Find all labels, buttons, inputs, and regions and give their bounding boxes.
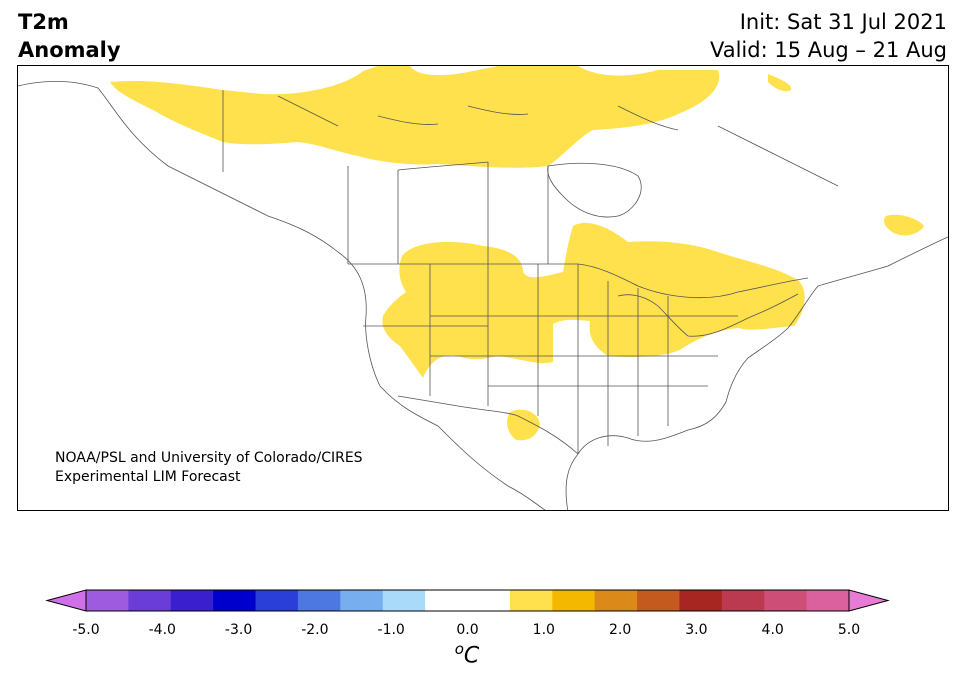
anomaly-texas (507, 409, 540, 441)
map-boundaries (18, 80, 948, 510)
colorbar-tick-label: -4.0 (148, 622, 176, 638)
unit-degree-symbol: o (454, 640, 464, 658)
credit-text: NOAA/PSL and University of Colorado/CIRE… (55, 449, 363, 487)
colorbar-cell (255, 590, 299, 611)
us-canada-border (348, 263, 809, 299)
anomaly-labrador (884, 214, 924, 236)
colorbar-tick-label: -2.0 (301, 622, 329, 638)
colorbar-cell (340, 590, 384, 611)
arctic-islands (277, 95, 839, 187)
colorbar (45, 589, 890, 612)
us-state-lines (363, 264, 738, 454)
colorbar-cell (806, 590, 850, 611)
valid-range: Valid: 15 Aug – 21 Aug (709, 38, 947, 62)
colorbar-cell (764, 590, 808, 611)
colorbar-cell (297, 590, 341, 611)
colorbar-cell (128, 590, 172, 611)
anomaly-baffin (768, 74, 792, 92)
quantity-label: Anomaly (18, 38, 121, 62)
colorbar-cell (594, 590, 638, 611)
date-info: Init: Sat 31 Jul 2021 Valid: 15 Aug – 21… (710, 8, 947, 64)
colorbar-tick-label: -3.0 (224, 622, 253, 638)
colorbar-cell (86, 590, 129, 611)
colorbar-max-arrow (848, 589, 890, 612)
credit-line-2: Experimental LIM Forecast (55, 469, 241, 485)
us-mexico-border (397, 395, 579, 455)
colorbar-cell (170, 590, 214, 611)
colorbar-tick-label: 0.0 (456, 622, 479, 638)
hudson-bay (547, 162, 642, 218)
colorbar-cell (213, 590, 257, 611)
init-date: Init: Sat 31 Jul 2021 (739, 10, 947, 34)
colorbar-cell (679, 590, 723, 611)
colorbar-tick-label: 5.0 (837, 622, 861, 638)
colorbar-cell (637, 590, 680, 611)
warm-anomaly-regions (110, 66, 924, 441)
map-canvas (18, 66, 948, 510)
colorbar-cell (509, 590, 553, 611)
colorbar-tick-label: 4.0 (761, 622, 784, 638)
colorbar-cell (425, 590, 468, 611)
colorbar-min-arrow (45, 589, 87, 612)
colorbar-cell (552, 590, 596, 611)
atlantic-coastline (565, 236, 948, 510)
unit-text: C (463, 643, 480, 669)
canada-province-lines (347, 161, 549, 264)
colorbar-tick-label: 2.0 (608, 622, 632, 638)
colorbar-tick-label: -5.0 (72, 622, 100, 638)
colorbar-cell (721, 590, 765, 611)
anomaly-west-us (382, 222, 805, 378)
colorbar-outline (85, 589, 850, 612)
pacific-coastline (18, 80, 546, 510)
variable-label: T2m (18, 10, 69, 34)
colorbar-cell (382, 590, 426, 611)
map-title: T2m Anomaly (18, 8, 121, 64)
great-lakes (617, 293, 799, 337)
credit-line-1: NOAA/PSL and University of Colorado/CIRE… (55, 450, 363, 466)
colorbar-tick-label: -1.0 (377, 622, 405, 638)
colorbar-cell (467, 590, 511, 611)
colorbar-tick-label: 3.0 (685, 622, 708, 638)
anomaly-arctic-canada (110, 66, 720, 168)
unit-label: oC (455, 640, 480, 668)
anomaly-map (17, 65, 949, 511)
colorbar-tick-label: 1.0 (532, 622, 555, 638)
